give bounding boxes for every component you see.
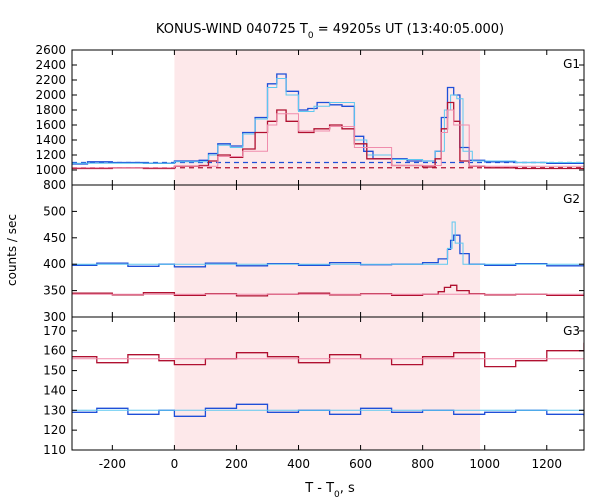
series-pink-line [72,109,584,169]
chart-title-rest: = 49205s UT (13:40:05.000) [314,22,504,37]
y-tick-label: 120 [43,423,66,437]
x-tick-label: -200 [99,457,126,471]
y-tick-label: 1200 [35,148,66,162]
x-axis-label-main: T - T [304,481,334,496]
x-axis-label-subscript: 0 [334,490,340,500]
y-tick-label: 400 [43,257,66,271]
x-tick-label: 400 [287,457,310,471]
panel-label: G1 [563,57,580,71]
panel-frame [71,316,585,451]
x-axis-label: T - T0, s [304,481,355,500]
y-tick-label: 2200 [35,73,66,87]
shaded-interval [174,317,481,450]
y-tick-label: 1800 [35,103,66,117]
series-light-blue-line [72,221,584,265]
y-tick-label: 500 [43,204,66,218]
panels-group: 800100012001400160018002000220024002600G… [35,43,585,471]
series-light-blue-line [72,78,584,164]
y-tick-label: 2600 [35,43,66,57]
x-tick-label: 1000 [469,457,500,471]
chart-title-main: KONUS-WIND 040725 T [156,22,308,37]
chart-title: KONUS-WIND 040725 T0 = 49205s UT (13:40:… [156,22,504,41]
y-tick-label: 130 [43,403,66,417]
panel-label: G3 [563,324,580,338]
x-axis-label-rest: , s [340,481,355,496]
panel-label: G2 [563,192,580,206]
y-tick-label: 160 [43,344,66,358]
y-tick-label: 450 [43,231,66,245]
y-tick-label: 110 [43,443,66,457]
panel-g2: 300 350 400 450 500 G2 [43,184,585,324]
y-tick-label: 300 [43,310,66,324]
y-tick-label: 1600 [35,118,66,132]
y-tick-label: 1000 [35,163,66,177]
panel-g3: 110 120 130 140 150 160 170 G3 [43,316,585,457]
chart-title-subscript: 0 [308,31,314,41]
y-tick-label: 350 [43,284,66,298]
y-tick-label: 1400 [35,133,66,147]
x-tick-label: 200 [225,457,248,471]
x-tick-label: 600 [349,457,372,471]
y-tick-label: 2000 [35,88,66,102]
y-tick-label: 150 [43,364,66,378]
y-tick-label: 170 [43,324,66,338]
y-tick-label: 2400 [35,58,66,72]
x-tick-label: 800 [411,457,434,471]
shaded-interval [174,185,481,317]
y-tick-label: 800 [43,178,66,192]
y-tick-label: 140 [43,383,66,397]
y-axis-label: counts / sec [5,214,19,286]
shaded-interval [174,50,481,185]
x-tick-label: 1200 [531,457,562,471]
x-tick-label: 0 [171,457,179,471]
